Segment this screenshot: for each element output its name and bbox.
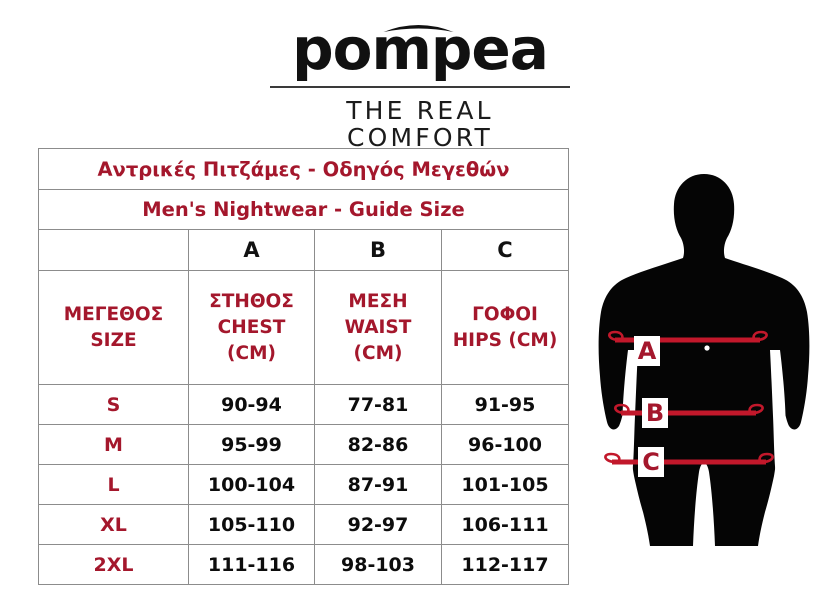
brand-tagline: THE REAL COMFORT <box>346 96 494 152</box>
cell-waist: 92-97 <box>314 504 442 545</box>
cell-chest: 111-116 <box>188 544 315 585</box>
column-header-chest: ΣΤΗΘΟΣ CHEST (CM) <box>188 270 315 385</box>
table-row: M 95-99 82-86 96-100 <box>38 424 569 465</box>
size-guide-table: Αντρικές Πιτζάμες - Οδηγός Μεγεθών Men's… <box>38 148 569 585</box>
cell-waist: 82-86 <box>314 424 442 465</box>
cell-waist: 87-91 <box>314 464 442 505</box>
column-header-chest-line3: (CM) <box>227 342 276 364</box>
measure-line-c-icon <box>604 452 774 465</box>
ref-letter-b: B <box>314 229 442 271</box>
cell-chest: 90-94 <box>188 384 315 425</box>
measure-label-c: C <box>638 447 664 477</box>
table-row-reference-letters: A B C <box>38 229 569 271</box>
cell-size: XL <box>38 504 189 545</box>
column-header-waist-line2: WAIST <box>344 316 412 338</box>
cell-hips: 91-95 <box>441 384 569 425</box>
column-header-hips: ΓΟΦΟΙ HIPS (CM) <box>441 270 569 385</box>
table-row: 2XL 111-116 98-103 112-117 <box>38 544 569 585</box>
table-row: XL 105-110 92-97 106-111 <box>38 504 569 545</box>
cell-size: S <box>38 384 189 425</box>
ref-letter-blank <box>38 229 189 271</box>
brand-logo: pompea <box>270 18 570 80</box>
column-header-waist-line1: ΜΕΣΗ <box>348 290 408 312</box>
cell-chest: 95-99 <box>188 424 315 465</box>
cell-chest: 105-110 <box>188 504 315 545</box>
table-row-title-english: Men's Nightwear - Guide Size <box>38 189 569 230</box>
column-header-chest-line1: ΣΤΗΘΟΣ <box>209 290 294 312</box>
cell-hips: 96-100 <box>441 424 569 465</box>
table-row: S 90-94 77-81 91-95 <box>38 384 569 425</box>
cell-size: L <box>38 464 189 505</box>
column-header-size-line2: SIZE <box>90 329 137 351</box>
table-row-column-headers: ΜΕΓΕΘΟΣ SIZE ΣΤΗΘΟΣ CHEST (CM) ΜΕΣΗ WAIS… <box>38 270 569 385</box>
column-header-waist-line3: (CM) <box>353 342 403 364</box>
column-header-chest-line2: CHEST <box>217 316 286 338</box>
cell-size: 2XL <box>38 544 189 585</box>
ref-letter-c: C <box>441 229 569 271</box>
table-row: L 100-104 87-91 101-105 <box>38 464 569 505</box>
column-header-hips-line2: HIPS (CM) <box>452 329 558 351</box>
table-title-greek: Αντρικές Πιτζάμες - Οδηγός Μεγεθών <box>38 148 569 190</box>
arc-over-m-icon <box>383 25 454 32</box>
column-header-size: ΜΕΓΕΘΟΣ SIZE <box>38 270 189 385</box>
cell-waist: 77-81 <box>314 384 442 425</box>
cell-waist: 98-103 <box>314 544 442 585</box>
cell-chest: 100-104 <box>188 464 315 505</box>
brand-divider <box>270 86 570 88</box>
cell-hips: 101-105 <box>441 464 569 505</box>
cell-size: M <box>38 424 189 465</box>
measure-label-b: B <box>642 398 668 428</box>
male-body-silhouette-icon <box>598 174 810 546</box>
ref-letter-a: A <box>188 229 315 271</box>
table-row-title-greek: Αντρικές Πιτζάμες - Οδηγός Μεγεθών <box>38 148 569 190</box>
column-header-waist: ΜΕΣΗ WAIST (CM) <box>314 270 442 385</box>
brand-header: pompea THE REAL COMFORT <box>270 18 570 151</box>
cell-hips: 112-117 <box>441 544 569 585</box>
body-measurement-diagram: A B C <box>588 160 820 560</box>
column-header-size-line1: ΜΕΓΕΘΟΣ <box>63 303 164 325</box>
measure-label-a: A <box>634 336 660 366</box>
column-header-hips-line1: ΓΟΦΟΙ <box>472 303 538 325</box>
cell-hips: 106-111 <box>441 504 569 545</box>
table-title-english: Men's Nightwear - Guide Size <box>38 189 569 230</box>
